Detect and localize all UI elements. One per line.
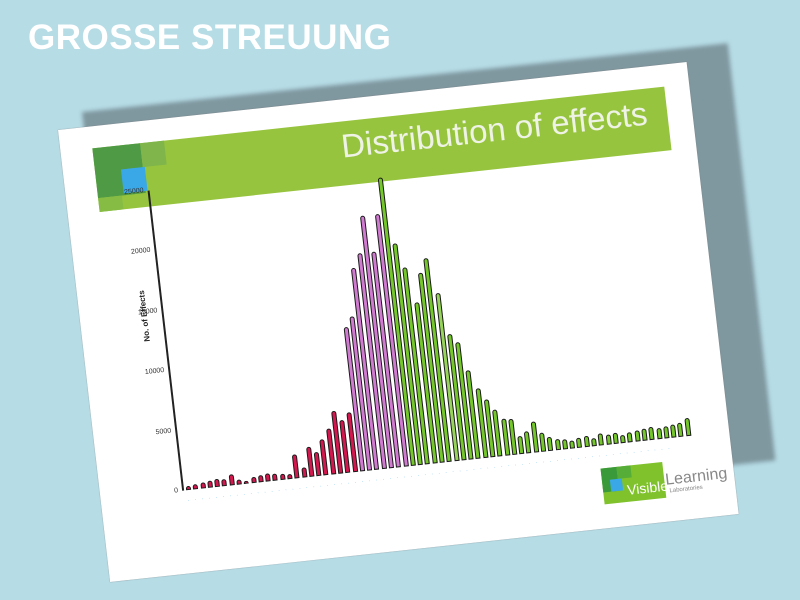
bar (207, 480, 213, 488)
bar (292, 454, 300, 479)
y-axis-label: No. of Effects (136, 289, 152, 343)
bar (236, 479, 242, 485)
bar (583, 435, 590, 448)
bar (185, 486, 192, 491)
bar (684, 417, 692, 437)
bar (662, 426, 670, 439)
logo-square-light (98, 195, 124, 212)
bar (590, 437, 597, 447)
logo-square-mid (140, 140, 167, 168)
bar (648, 426, 655, 441)
bar (313, 451, 322, 477)
visible-learning-logo: Visible Learning Laboratories (600, 454, 739, 505)
bar (192, 484, 199, 490)
bar (619, 434, 626, 444)
bar (508, 418, 518, 456)
bar (627, 432, 634, 443)
bar (605, 434, 612, 445)
bar (264, 472, 271, 482)
bar (530, 420, 539, 453)
slide-title: GROSSE STREUUNG (28, 18, 392, 57)
bar (228, 474, 235, 486)
bar (569, 439, 576, 449)
bar (199, 482, 206, 489)
bar (221, 478, 228, 487)
y-tick: 10000 (144, 367, 165, 377)
plot-area (152, 135, 694, 491)
bar (677, 422, 684, 438)
bar (250, 476, 257, 484)
bar (305, 446, 315, 477)
bar (641, 428, 648, 441)
bar (670, 424, 677, 438)
x-tick: · (666, 446, 673, 452)
bar (272, 473, 279, 481)
bar (517, 435, 525, 455)
bar (214, 478, 221, 488)
y-tick: 5000 (155, 427, 172, 436)
logo-blue-block (609, 478, 624, 492)
bar (538, 432, 547, 452)
logo-mid-block (616, 465, 632, 479)
chart-card: Distribution of effects 0 5000 10000 15000 2… (58, 62, 739, 582)
bar (597, 433, 605, 446)
bar (561, 439, 568, 450)
bar (300, 467, 308, 478)
bar (257, 474, 264, 483)
bar (546, 436, 554, 452)
bar (576, 437, 583, 449)
bar (612, 432, 619, 445)
y-tick: 15000 (137, 307, 158, 317)
bar (524, 431, 532, 454)
bar (655, 428, 663, 440)
y-tick: 0 (173, 487, 179, 495)
bar (279, 473, 286, 481)
bar (634, 430, 641, 442)
bar (287, 474, 293, 480)
bar (243, 480, 250, 485)
y-tick: 20000 (130, 247, 151, 257)
bar (554, 439, 561, 451)
